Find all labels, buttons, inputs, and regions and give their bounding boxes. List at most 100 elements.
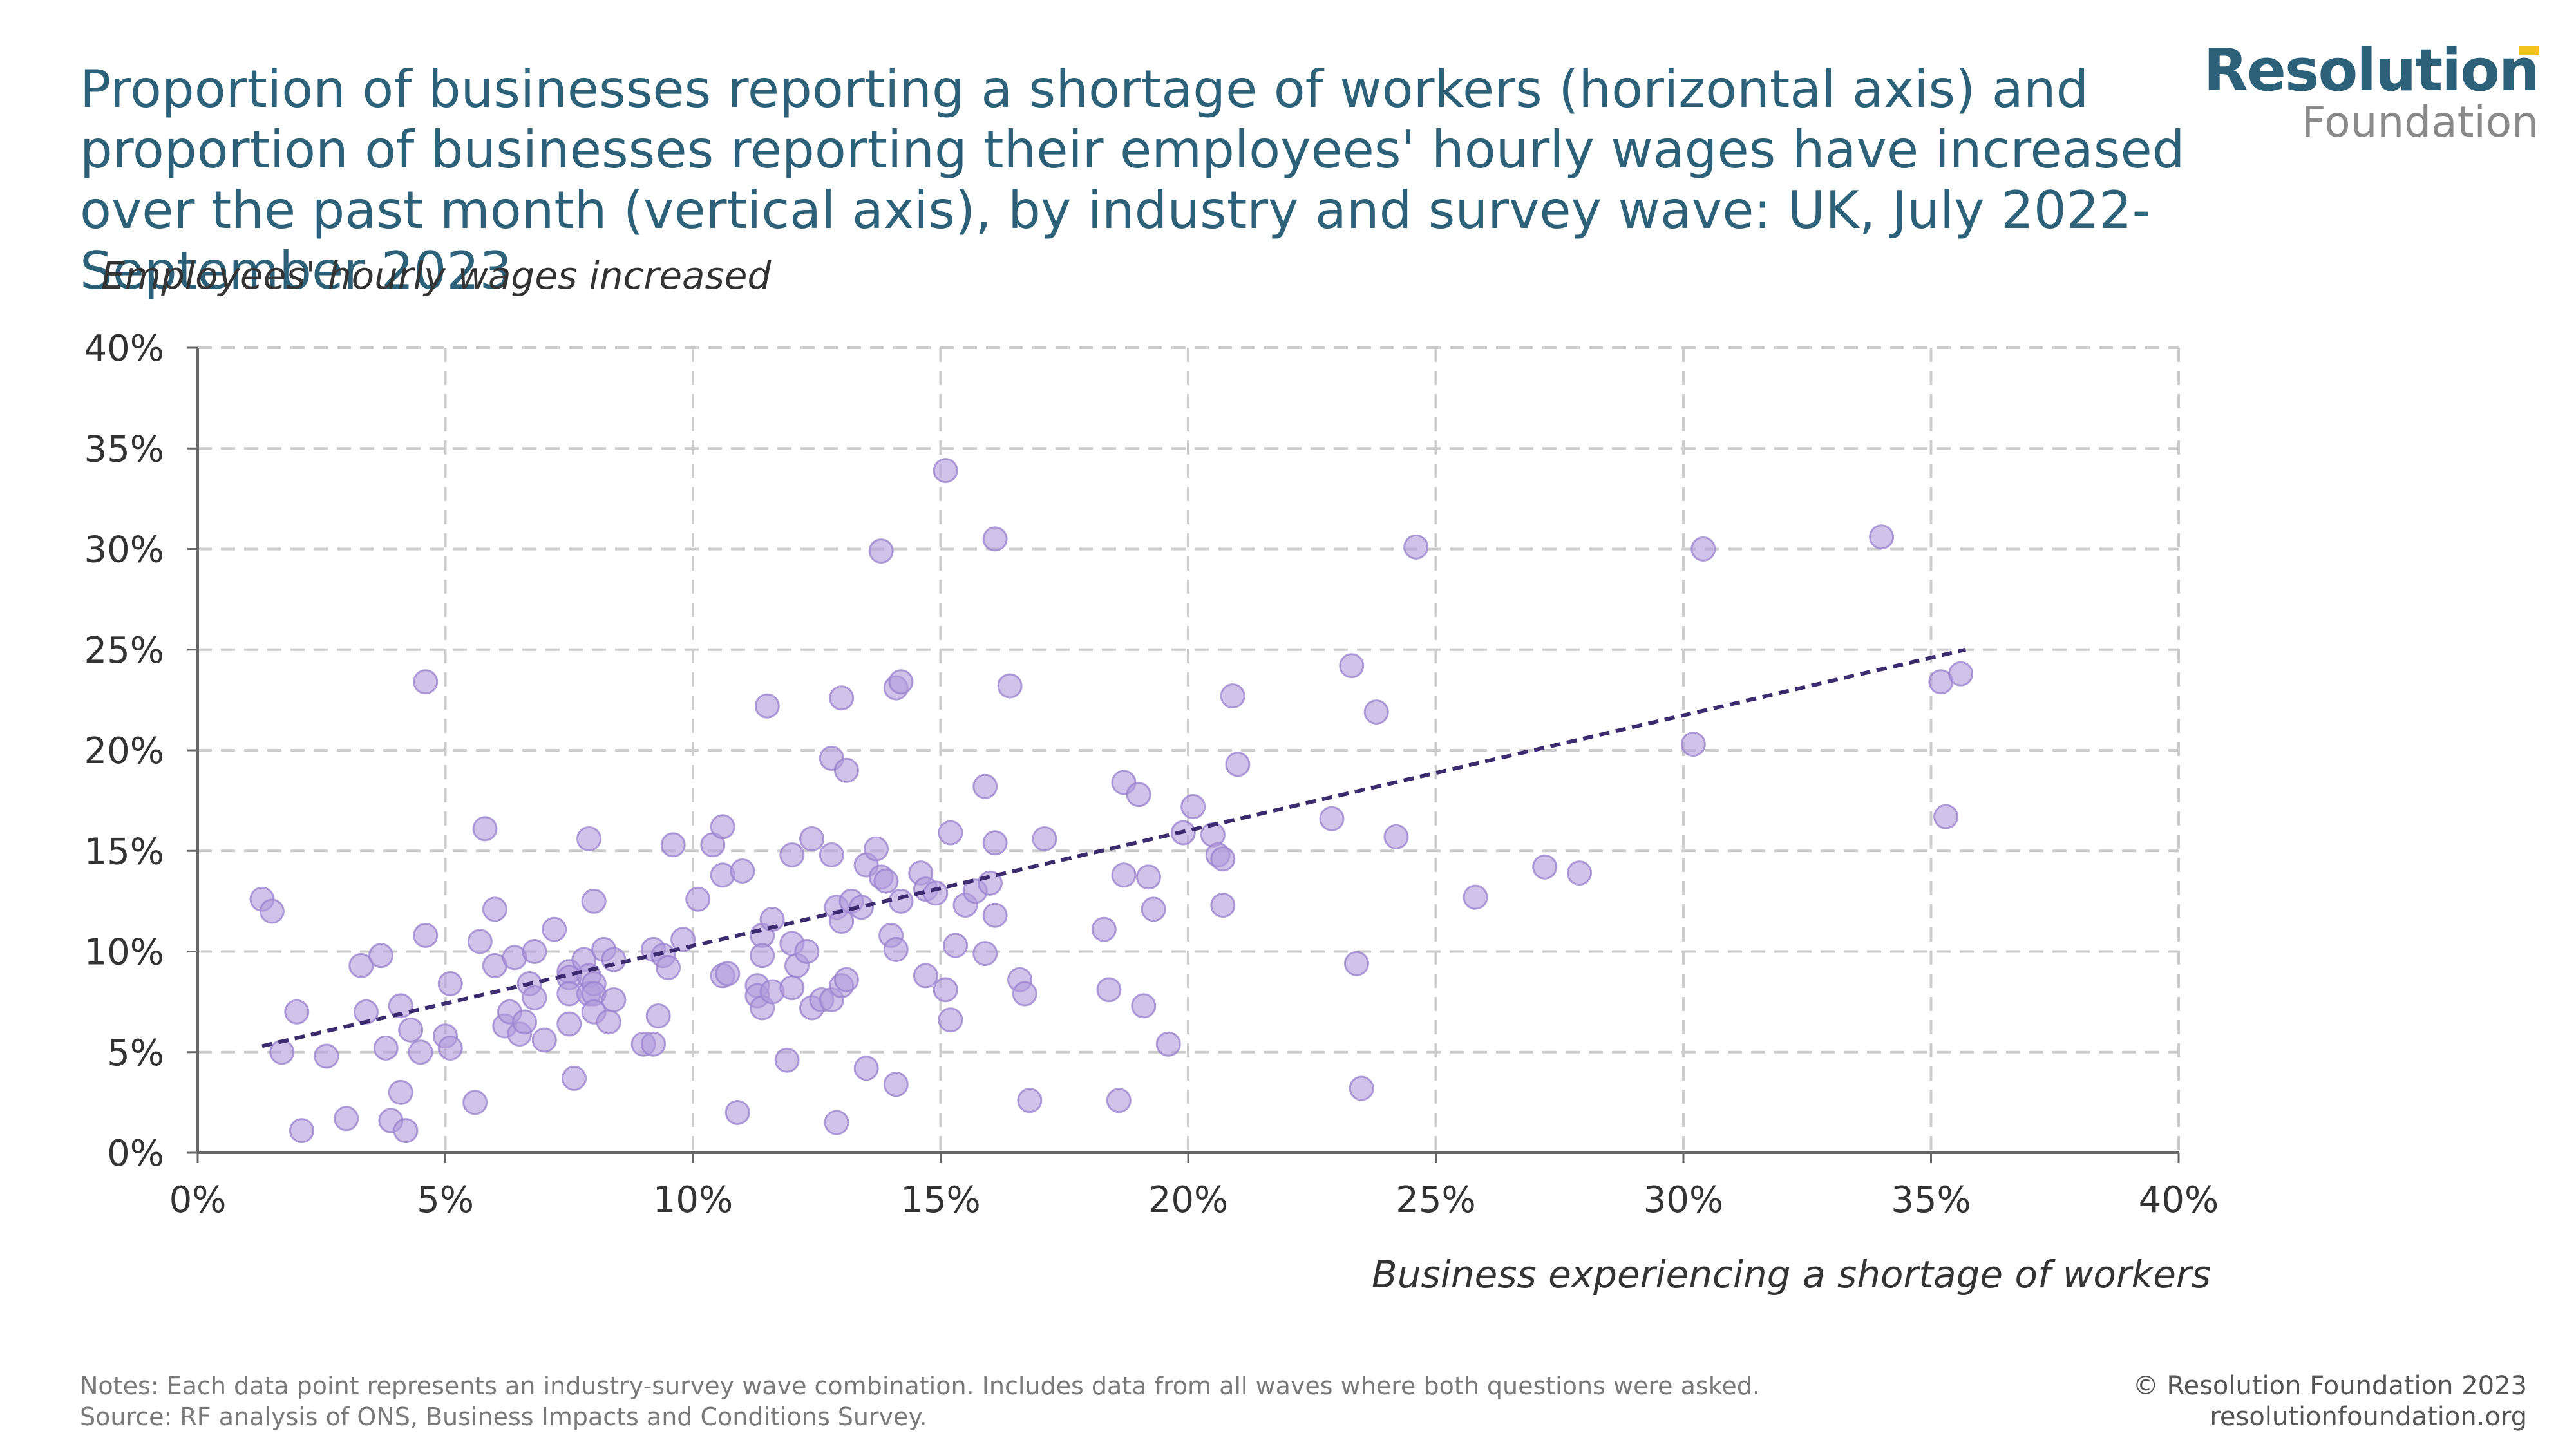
scatter-point [888, 669, 914, 695]
scatter-point [1532, 854, 1558, 880]
scatter-point [334, 1106, 359, 1132]
x-axis-ticks: 0% 5% 10% 15% 20% 25% 30% 35% 40% [169, 1179, 2219, 1221]
scatter-point [368, 943, 394, 969]
scatter-point [472, 816, 498, 842]
scatter-point [1032, 826, 1057, 851]
scatter-point [794, 939, 820, 964]
scatter-point [1948, 661, 1974, 687]
notes-text: Notes: Each data point represents an ind… [80, 1372, 1760, 1400]
scatter-point [824, 1110, 849, 1135]
scatter-point [982, 902, 1008, 928]
trendline-group [261, 647, 1967, 1048]
scatter-point [888, 888, 914, 914]
logo-line2: Foundation [2301, 97, 2539, 147]
scatter-point [724, 1100, 750, 1125]
scatter-point [997, 673, 1023, 699]
scatter-point [1091, 916, 1117, 942]
scatter-point [883, 936, 909, 962]
scatter-point [1567, 860, 1593, 886]
scatter-point [645, 1003, 671, 1028]
scatter-point [972, 773, 998, 799]
scatter-point [1210, 893, 1236, 918]
y-tick-label: 25% [84, 630, 164, 672]
scatter-point [522, 939, 547, 964]
copyright-text: © Resolution Foundation 2023 [2132, 1371, 2527, 1401]
chart-title: Proportion of businesses reporting a sho… [80, 59, 2185, 301]
scatter-point [1403, 534, 1429, 560]
scatter-point [933, 458, 958, 484]
scatter-point [759, 907, 785, 932]
scatter-point [833, 967, 859, 992]
scatter-point [873, 868, 899, 894]
scatter-point [269, 1039, 295, 1065]
scatter-point [393, 1118, 419, 1144]
y-tick-label: 40% [84, 328, 164, 370]
x-tick-label: 30% [1643, 1179, 1723, 1221]
x-tick-label: 15% [900, 1179, 980, 1221]
scatter-point [373, 1036, 399, 1061]
scatter-point [1363, 699, 1389, 725]
scatter-point [685, 886, 711, 912]
website-text: resolutionfoundation.org [2210, 1402, 2527, 1432]
scatter-point [1131, 993, 1157, 1019]
scatter-point [938, 820, 963, 846]
scatter-point [482, 896, 507, 922]
scatter-point [437, 1036, 463, 1061]
scatter-point [923, 880, 949, 906]
scatter-point [413, 669, 439, 695]
scatter-point [1690, 536, 1716, 562]
scatter-point [601, 987, 627, 1012]
logo-accent-mark [2519, 46, 2539, 55]
y-axis-ticks: 0% 5% 10% 15% 20% 25% 30% 35% 40% [84, 328, 164, 1175]
scatter-point [1220, 683, 1245, 709]
scatter-point [413, 923, 439, 948]
scatter-point [284, 999, 310, 1025]
scatter-point [1106, 1088, 1132, 1113]
x-axis-label: Business experiencing a shortage of work… [1371, 1253, 2211, 1296]
y-tick-label: 5% [107, 1032, 164, 1074]
scatter-point [799, 826, 825, 851]
x-tick-label: 20% [1148, 1179, 1228, 1221]
x-tick-label: 10% [653, 1179, 733, 1221]
y-axis-label: Employees' hourly wages increased [101, 254, 772, 298]
scatter-point [656, 955, 681, 980]
scatter-point [556, 1011, 582, 1037]
scatter-point [829, 685, 855, 711]
grid-lines [198, 346, 2180, 1153]
y-tick-label: 30% [84, 529, 164, 571]
scatter-point [779, 842, 805, 867]
scatter-point [1141, 896, 1166, 922]
scatter-point [972, 941, 998, 967]
scatter-point [581, 888, 607, 914]
trendline [261, 647, 1967, 1048]
scatter-point [1680, 732, 1706, 757]
scatter-point [853, 1056, 879, 1081]
scatter-point [289, 1118, 314, 1144]
y-tick-label: 0% [107, 1133, 164, 1175]
scatter-point [576, 826, 602, 851]
scatter-point [1096, 977, 1122, 1003]
scatter-point [388, 993, 413, 1019]
scatter-point [467, 929, 493, 954]
scatter-point [1111, 862, 1137, 888]
scatter-point [1463, 884, 1488, 910]
scatter-point [868, 538, 894, 564]
y-tick-label: 20% [84, 730, 164, 772]
scatter-point [1225, 752, 1251, 777]
logo-line1: Resolution [2203, 37, 2540, 104]
scatter-point [388, 1079, 413, 1105]
scatter-point [1343, 951, 1369, 976]
scatter-point [982, 526, 1008, 552]
scatter-point [561, 1065, 587, 1091]
scatter-point [1210, 846, 1236, 872]
scatter-point [730, 858, 755, 884]
scatter-point [1339, 653, 1365, 679]
scatter-point [982, 830, 1008, 856]
scatter-point [938, 1007, 963, 1033]
x-tick-label: 0% [169, 1179, 227, 1221]
scatter-point [640, 1031, 666, 1057]
scatter-point [512, 1009, 538, 1035]
x-tick-label: 40% [2139, 1179, 2219, 1221]
scatter-point [1017, 1088, 1043, 1113]
scatter-point [710, 814, 735, 840]
